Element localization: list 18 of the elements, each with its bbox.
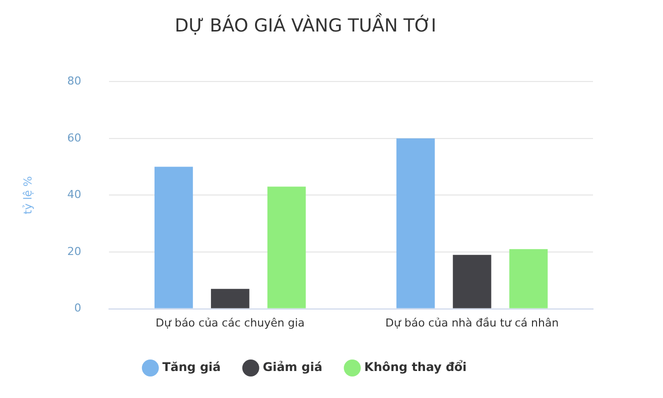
y-tick-label: 20 — [67, 244, 82, 258]
bar — [509, 249, 548, 308]
y-tick-label: 60 — [67, 131, 82, 144]
bar — [210, 288, 250, 308]
y-axis-title: tỷ lệ % — [21, 176, 34, 214]
legend-label: Giảm giá — [262, 360, 322, 374]
legend-label: Không thay đổi — [364, 360, 467, 374]
x-tick-label: Dự báo của nhà đầu tư cá nhân — [385, 316, 559, 330]
chart-title: DỰ BÁO GIÁ VÀNG TUẦN TỚI — [174, 12, 436, 36]
y-tick-label: 0 — [74, 302, 82, 315]
bar — [452, 254, 492, 308]
y-tick-label: 40 — [67, 188, 82, 202]
legend-label: Tăng giá — [162, 360, 221, 374]
bar — [267, 186, 306, 308]
x-tick-label: Dự báo của các chuyên gia — [156, 316, 305, 330]
bar — [154, 166, 193, 308]
y-tick-label: 80 — [67, 74, 82, 88]
bar — [396, 138, 435, 308]
